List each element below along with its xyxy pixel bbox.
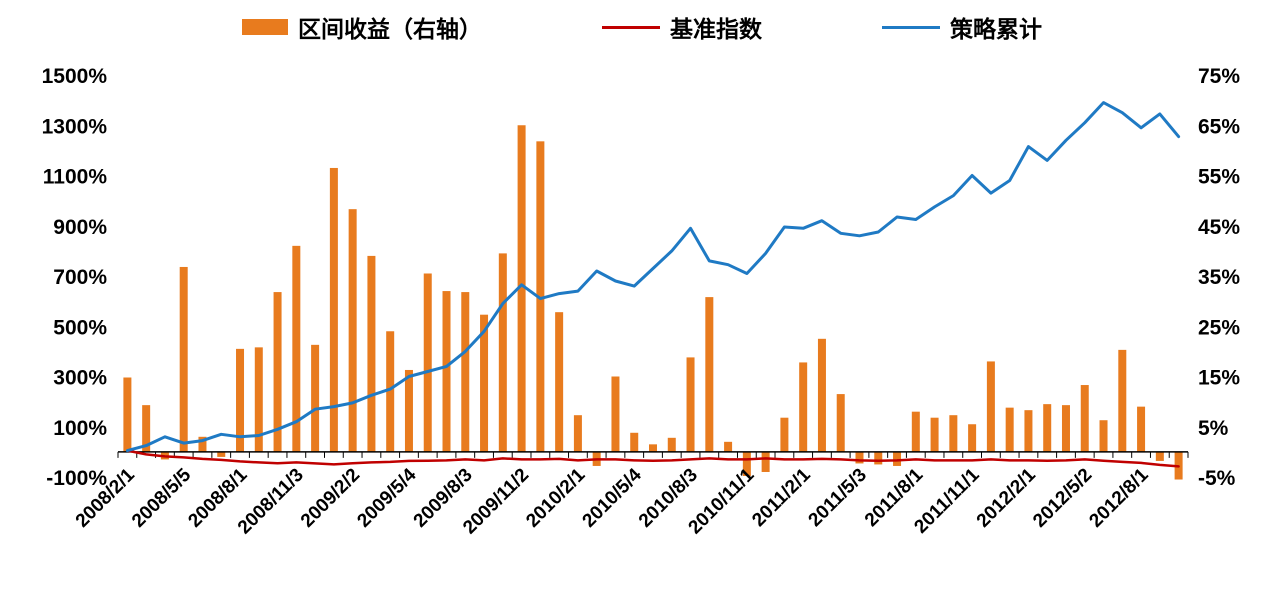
bar	[1118, 349, 1127, 452]
legend-item-benchmark: 基准指数	[602, 10, 762, 44]
bar	[986, 361, 995, 452]
y-axis-right-label: -5%	[1198, 467, 1236, 490]
bar	[893, 451, 902, 466]
bar	[1024, 410, 1033, 452]
y-axis-left-label: 1500%	[42, 65, 108, 88]
bar	[198, 436, 207, 452]
bar	[123, 377, 132, 452]
y-axis-left-label: 1300%	[42, 115, 108, 138]
x-axis-label: 2012/8/1	[1085, 464, 1152, 531]
bar	[1043, 404, 1052, 452]
bar	[329, 167, 338, 452]
y-axis-right-label: 65%	[1198, 115, 1240, 138]
x-axis-label: 2010/2/1	[522, 464, 589, 531]
bar	[404, 369, 413, 452]
bar	[705, 297, 714, 452]
chart-legend: 区间收益（右轴） 基准指数 策略累计	[0, 10, 1284, 44]
bar	[911, 411, 920, 452]
legend-item-interval-return: 区间收益（右轴）	[242, 10, 482, 44]
legend-label-interval-return: 区间收益（右轴）	[298, 16, 482, 42]
bar	[855, 451, 864, 464]
y-axis-right-label: 5%	[1198, 417, 1229, 440]
x-axis-label: 2011/5/3	[805, 465, 871, 531]
legend-label-benchmark: 基准指数	[670, 16, 762, 42]
y-axis-left-label: 300%	[53, 367, 107, 390]
bar	[1080, 385, 1089, 452]
y-axis-right-label: 25%	[1198, 316, 1240, 339]
bar	[930, 417, 939, 452]
bar	[836, 394, 845, 452]
y-axis-right-label: 75%	[1198, 65, 1240, 88]
bar	[874, 451, 883, 465]
legend-label-strategy: 策略累计	[950, 16, 1042, 42]
y-axis-right-label: 15%	[1198, 367, 1240, 390]
y-axis-left-label: 700%	[53, 266, 107, 289]
bar	[1005, 407, 1014, 452]
bar	[1099, 420, 1108, 452]
bar	[367, 255, 376, 452]
bar	[780, 417, 789, 452]
strategy-line-swatch-icon	[882, 25, 940, 29]
bar	[949, 415, 958, 452]
bar	[311, 344, 320, 452]
bar	[423, 273, 432, 452]
bar	[667, 437, 676, 452]
x-axis-label: 2011/2/1	[748, 464, 815, 531]
y-axis-right-label: 55%	[1198, 166, 1240, 189]
bar	[573, 415, 582, 452]
bar	[724, 441, 733, 452]
strategy-line	[125, 101, 1181, 453]
bar	[536, 141, 545, 452]
bar	[649, 444, 657, 452]
bar	[517, 125, 526, 452]
bar	[555, 312, 564, 452]
y-axis-right-label: 35%	[1198, 266, 1240, 289]
bar-swatch-icon	[242, 19, 288, 35]
bar	[348, 209, 357, 452]
bar	[817, 338, 826, 452]
bar	[686, 357, 695, 452]
y-axis-left-label: 500%	[53, 316, 107, 339]
bar	[386, 331, 395, 452]
bar	[142, 405, 151, 452]
x-axis-label: 2009/5/4	[353, 464, 420, 531]
x-axis-label: 2010/5/4	[579, 464, 646, 531]
bar	[1137, 406, 1146, 452]
bar	[236, 348, 245, 452]
y-axis-left-label: 1100%	[43, 166, 108, 189]
bar	[254, 347, 263, 452]
y-axis-right-label: 45%	[1198, 216, 1240, 239]
bar	[498, 253, 507, 452]
bar	[611, 376, 620, 452]
x-axis-label: 2012/2/1	[973, 464, 1040, 531]
legend-item-strategy: 策略累计	[882, 10, 1042, 44]
x-axis-label: 2008/5/5	[128, 464, 195, 531]
benchmark-line	[126, 449, 1180, 468]
bar	[273, 292, 282, 452]
bar	[461, 292, 470, 452]
bar	[179, 266, 188, 452]
bar	[968, 424, 977, 452]
x-axis-label: 2009/2/2	[297, 465, 364, 532]
benchmark-line-swatch-icon	[602, 25, 660, 29]
x-axis-label: 2012/5/2	[1029, 465, 1096, 532]
bar	[799, 362, 808, 452]
bar	[1061, 405, 1070, 452]
bar	[1155, 451, 1164, 461]
y-axis-left-label: 100%	[53, 417, 107, 440]
bar	[742, 451, 751, 476]
bar	[480, 314, 489, 452]
bar	[761, 451, 770, 472]
bar	[442, 291, 451, 452]
bar	[217, 451, 226, 457]
y-axis-left-label: -100%	[46, 467, 107, 490]
bar	[292, 245, 301, 452]
y-axis-left-label: 900%	[53, 216, 107, 239]
bar	[630, 432, 639, 452]
